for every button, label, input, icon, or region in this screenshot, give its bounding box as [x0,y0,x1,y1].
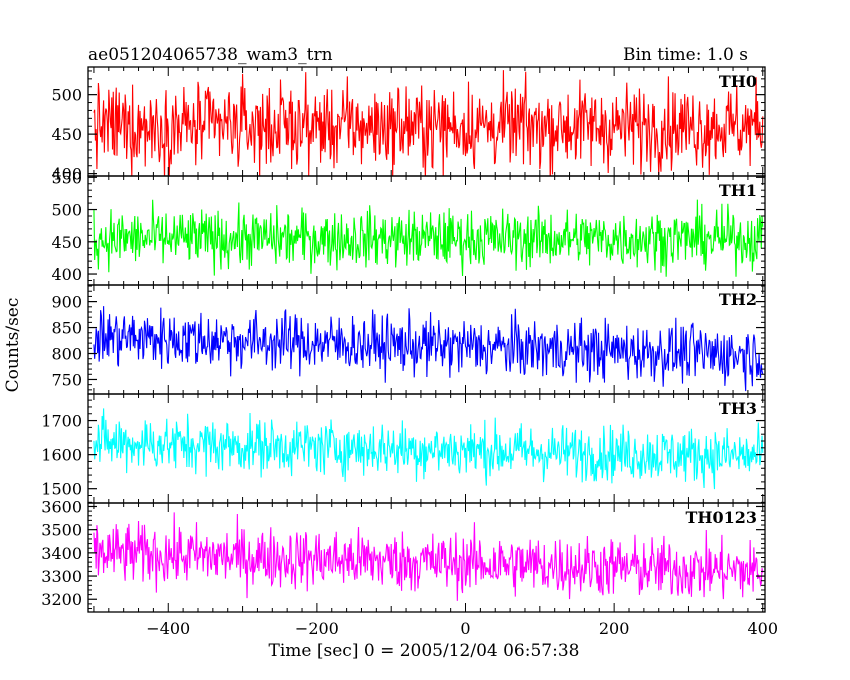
panel-th2: 750 800 850 900 TH2 [51,284,766,395]
series-line-th2 [93,306,764,392]
panel-stack: 400 450 500 TH0 400 450 500 550 TH1 750 800 850 900 T… [41,66,778,638]
panel-label-th0123: TH0123 [685,508,757,527]
y-tick-label: 900 [51,293,82,312]
panel-th0: 400 450 500 TH0 [51,66,766,184]
chart-title-left: ae051204065738_wam3_trn [88,45,333,65]
panel-label-th0: TH0 [719,72,757,91]
x-tick-label: 400 [747,619,778,638]
y-tick-label: 450 [51,233,82,252]
chart-title-right: Bin time: 1.0 s [623,45,748,65]
y-tick-label: 1600 [41,446,82,465]
y-tick-label: 750 [51,370,82,389]
panel-label-th2: TH2 [719,290,757,309]
y-tick-label: 3200 [41,590,82,609]
y-tick-label: 550 [51,168,82,187]
y-tick-label: 400 [51,165,82,184]
x-tick-label: −200 [295,619,339,638]
y-tick-label: 3500 [41,521,82,540]
series-line-th3 [93,408,764,490]
panel-th0123: 3200 3300 3400 3500 3600 TH0123 [41,497,766,613]
panel-th3: 1500 1600 1700 TH3 [41,393,766,504]
y-tick-label: 850 [51,319,82,338]
y-tick-label: 450 [51,125,82,144]
x-tick-label: 0 [460,619,470,638]
y-axis-label: Counts/sec [3,298,23,393]
y-tick-label: 500 [51,86,82,105]
y-tick-label: 500 [51,201,82,220]
y-tick-label: 400 [51,265,82,284]
x-tick-label: 200 [599,619,630,638]
series-line-th0123 [93,512,764,601]
y-tick-label: 3400 [41,544,82,563]
y-tick-label: 1700 [41,412,82,431]
y-tick-label: 3600 [41,497,82,516]
panel-label-th3: TH3 [719,399,757,418]
y-tick-label: 3300 [41,567,82,586]
y-tick-label: 800 [51,345,82,364]
x-tick-label: −400 [146,619,190,638]
x-axis-label: Time [sec] 0 = 2005/12/04 06:57:38 [269,641,580,661]
series-line-th1 [93,199,764,277]
y-tick-label: 1500 [41,480,82,499]
series-line-th0 [93,70,764,176]
panel-th1: 400 450 500 550 TH1 [51,168,766,286]
panel-label-th1: TH1 [719,181,757,200]
